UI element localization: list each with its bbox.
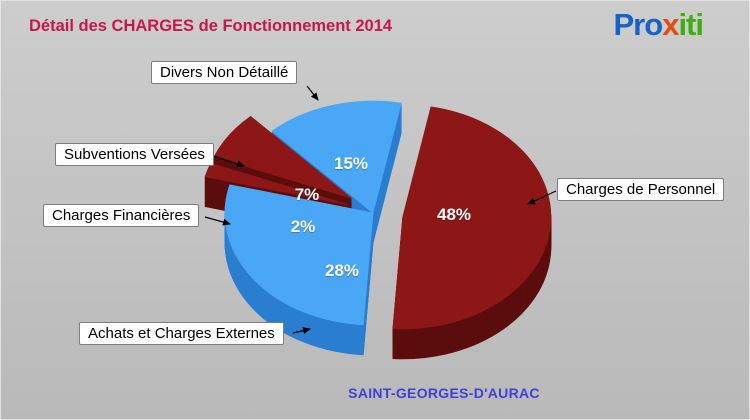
pie-slice-0 <box>271 100 402 214</box>
connector-subventions <box>212 155 245 168</box>
proxiti-logo[interactable]: Proxiti <box>614 7 704 43</box>
connector-divers <box>306 85 319 101</box>
connector-financieres <box>204 216 231 226</box>
slice-percent-financieres: 2% <box>290 217 316 236</box>
slice-label-subventions: Subventions Versées <box>55 143 214 166</box>
commune-name: SAINT-GEORGES-D'AURAC <box>348 385 540 401</box>
page-title: Détail des CHARGES de Fonctionnement 201… <box>29 17 393 35</box>
slice-percent-divers: 15% <box>333 154 369 173</box>
logo-segment-x: x <box>662 7 679 42</box>
slice-label-divers: Divers Non Détaillé <box>151 61 298 84</box>
pie-slice-1 <box>392 106 552 330</box>
logo-segment-iti: iti <box>678 7 704 42</box>
slice-percent-achats: 28% <box>324 261 360 280</box>
slice-label-financieres: Charges Financières <box>43 204 200 227</box>
label-connectors <box>204 85 557 335</box>
slice-percent-personnel: 48% <box>436 205 472 224</box>
connector-achats <box>292 327 311 335</box>
slice-label-personnel: Charges de Personnel <box>557 178 725 201</box>
pie-slice-2 <box>224 184 374 326</box>
pie-chart <box>204 100 552 360</box>
logo-segment-pro: Pro <box>613 7 664 42</box>
connector-personnel <box>527 190 557 205</box>
slice-label-achats: Achats et Charges Externes <box>79 322 284 345</box>
slice-percent-subventions: 7% <box>294 185 320 204</box>
